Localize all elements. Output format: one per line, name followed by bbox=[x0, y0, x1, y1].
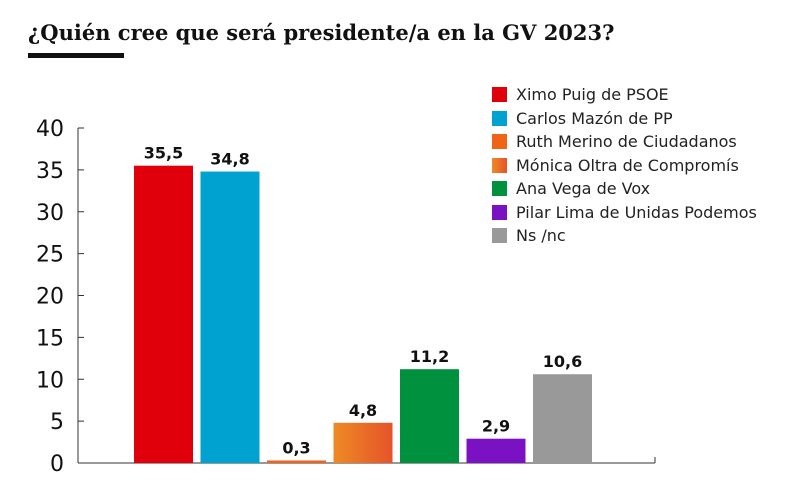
bar-value-label-5: 11,2 bbox=[410, 347, 449, 366]
legend-item: Ximo Puig de PSOE bbox=[492, 83, 757, 107]
bar-7 bbox=[533, 374, 592, 463]
legend-item: Pilar Lima de Unidas Podemos bbox=[492, 201, 757, 225]
legend-label: Ns /nc bbox=[516, 226, 566, 246]
title-underline bbox=[28, 53, 124, 58]
chart-title: ¿Quién cree que será presidente/a en la … bbox=[28, 20, 615, 45]
legend-label: Ana Vega de Vox bbox=[516, 179, 651, 199]
y-tick-label-10: 10 bbox=[36, 368, 64, 393]
legend-swatch bbox=[492, 110, 507, 126]
bar-value-label-6: 2,9 bbox=[482, 417, 510, 436]
legend-label: Mónica Oltra de Compromís bbox=[516, 155, 739, 175]
bar-1 bbox=[134, 165, 193, 463]
legend-item: Ns /nc bbox=[492, 224, 757, 248]
bar-value-label-2: 34,8 bbox=[210, 150, 249, 169]
legend-swatch bbox=[492, 181, 507, 197]
bar-6 bbox=[466, 438, 526, 463]
y-tick-label-20: 20 bbox=[36, 285, 64, 310]
legend-label: Ruth Merino de Ciudadanos bbox=[516, 132, 737, 152]
y-tick-label-25: 25 bbox=[36, 243, 64, 268]
bar-value-label-4: 4,8 bbox=[349, 401, 377, 420]
legend-label: Ximo Puig de PSOE bbox=[516, 85, 669, 105]
bar-value-label-7: 10,6 bbox=[543, 352, 582, 371]
legend-item: Ruth Merino de Ciudadanos bbox=[492, 130, 757, 154]
bar-value-label-3: 0,3 bbox=[282, 438, 310, 457]
y-tick-label-30: 30 bbox=[36, 201, 64, 226]
legend: Ximo Puig de PSOE Carlos Mazón de PP Ruth … bbox=[492, 83, 757, 248]
legend-swatch bbox=[492, 157, 507, 173]
bar-value-label-1: 35,5 bbox=[144, 144, 183, 163]
y-tick-label-5: 5 bbox=[50, 410, 64, 435]
legend-swatch bbox=[492, 204, 507, 220]
y-tick-label-35: 35 bbox=[36, 159, 64, 184]
legend-item: Ana Vega de Vox bbox=[492, 177, 757, 201]
legend-swatch bbox=[492, 134, 507, 150]
y-tick-label-0: 0 bbox=[50, 452, 64, 477]
bar-4 bbox=[333, 422, 393, 463]
legend-label: Carlos Mazón de PP bbox=[516, 108, 673, 128]
legend-item: Mónica Oltra de Compromís bbox=[492, 154, 757, 178]
legend-swatch bbox=[492, 228, 507, 244]
legend-swatch bbox=[492, 87, 507, 103]
y-tick-label-15: 15 bbox=[36, 326, 64, 351]
bar-5 bbox=[400, 369, 459, 463]
legend-label: Pilar Lima de Unidas Podemos bbox=[516, 202, 757, 222]
bar-2 bbox=[200, 171, 260, 464]
y-tick-label-40: 40 bbox=[36, 117, 64, 142]
legend-item: Carlos Mazón de PP bbox=[492, 107, 757, 131]
bar-3 bbox=[267, 460, 326, 463]
